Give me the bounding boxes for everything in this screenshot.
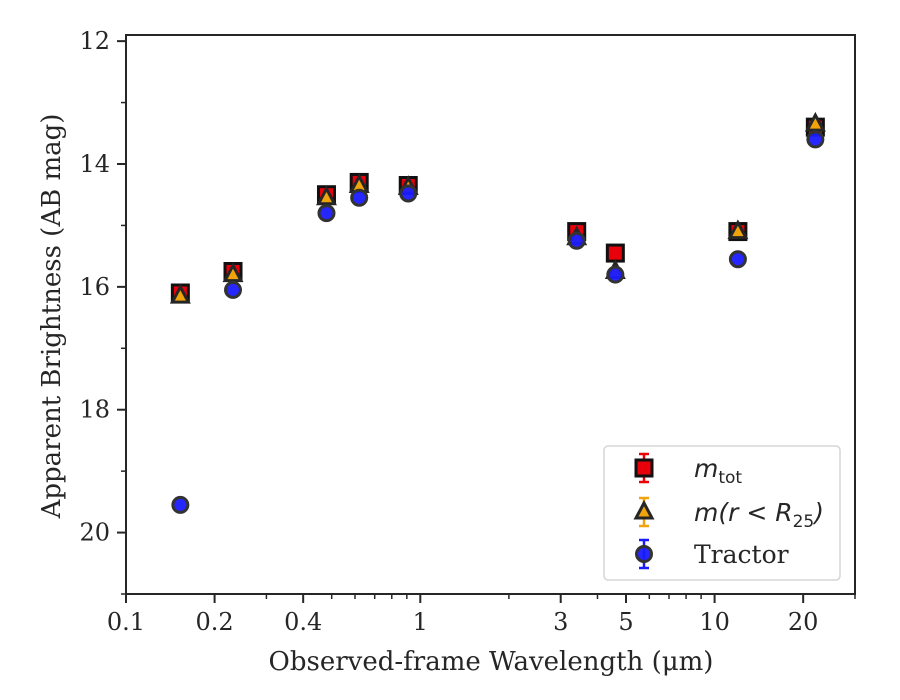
data-point	[171, 495, 190, 514]
data-point	[804, 111, 826, 132]
series-1	[170, 117, 825, 303]
data-point	[728, 250, 747, 269]
y-tick-label: 12	[79, 27, 110, 55]
y-tick-label: 18	[79, 396, 110, 424]
legend-label: mtot	[694, 454, 742, 488]
data-points	[169, 111, 826, 514]
series-3	[171, 130, 825, 514]
data-point	[567, 231, 586, 250]
legend-marker	[635, 545, 653, 563]
x-tick-label: 0.1	[107, 608, 145, 636]
legend-marker	[633, 499, 655, 520]
data-point	[606, 265, 625, 284]
legend-label: Tractor	[694, 540, 789, 569]
legend-label: m(r < R25)	[694, 498, 824, 532]
data-point	[399, 184, 418, 203]
x-tick-label: 1	[413, 608, 428, 636]
x-tick-label: 5	[618, 608, 633, 636]
y-tick-label: 16	[79, 273, 110, 301]
plot-area: 12 14 16 18 20 0.1 0.2 0.4 1 3 5 10 20	[79, 27, 856, 636]
legend-box	[603, 445, 841, 581]
data-point	[222, 262, 244, 283]
y-axis-label: Apparent Brightness (AB mag)	[37, 114, 67, 520]
legend-marker	[634, 458, 654, 478]
plot-frame	[125, 34, 856, 595]
legend: mtot m(r < R25) Tractor	[603, 445, 841, 581]
x-axis-label: Observed-frame Wavelength (μm)	[269, 647, 714, 677]
x-tick-label: 20	[788, 608, 819, 636]
x-tick-label: 10	[699, 608, 730, 636]
x-tick-label: 0.4	[284, 608, 322, 636]
data-point	[169, 283, 191, 304]
data-point	[350, 188, 369, 207]
x-tick-label: 3	[553, 608, 568, 636]
data-point	[317, 204, 336, 223]
x-tick-label: 0.2	[196, 608, 234, 636]
data-point	[727, 219, 749, 240]
series-2	[169, 111, 826, 304]
data-point	[315, 185, 337, 206]
data-point	[806, 130, 825, 149]
data-point	[605, 243, 625, 263]
y-tick-label: 14	[79, 150, 110, 178]
y-tick-label: 20	[79, 519, 110, 547]
data-point	[224, 280, 243, 299]
